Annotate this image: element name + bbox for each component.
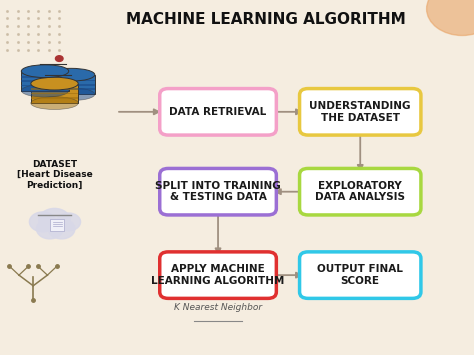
- Ellipse shape: [21, 65, 69, 77]
- Text: K Nearest Neighbor: K Nearest Neighbor: [174, 302, 262, 312]
- Bar: [31, 88, 78, 90]
- Bar: [47, 80, 95, 81]
- FancyBboxPatch shape: [21, 71, 69, 91]
- FancyBboxPatch shape: [300, 88, 421, 135]
- Circle shape: [39, 208, 70, 232]
- Text: MACHINE LEARNING ALGORITHM: MACHINE LEARNING ALGORITHM: [126, 12, 405, 27]
- Circle shape: [48, 219, 75, 239]
- Bar: [47, 88, 95, 90]
- Text: SPLIT INTO TRAINING
& TESTING DATA: SPLIT INTO TRAINING & TESTING DATA: [155, 181, 281, 202]
- Circle shape: [29, 212, 56, 232]
- Bar: [47, 84, 95, 86]
- Circle shape: [427, 0, 474, 36]
- Ellipse shape: [31, 97, 78, 109]
- Text: EXPLORATORY
DATA ANALYSIS: EXPLORATORY DATA ANALYSIS: [315, 181, 405, 202]
- Circle shape: [55, 56, 63, 61]
- Text: UNDERSTANDING
THE DATASET: UNDERSTANDING THE DATASET: [310, 101, 411, 122]
- FancyBboxPatch shape: [50, 219, 64, 231]
- Ellipse shape: [21, 84, 69, 97]
- FancyBboxPatch shape: [31, 83, 78, 103]
- Text: APPLY MACHINE
LEARNING ALGORITHM: APPLY MACHINE LEARNING ALGORITHM: [151, 264, 285, 286]
- FancyBboxPatch shape: [160, 88, 276, 135]
- Text: OUTPUT FINAL
SCORE: OUTPUT FINAL SCORE: [317, 264, 403, 286]
- Bar: [31, 93, 78, 94]
- Circle shape: [57, 213, 81, 231]
- Circle shape: [36, 219, 63, 239]
- Bar: [31, 97, 78, 99]
- Ellipse shape: [31, 77, 78, 90]
- FancyBboxPatch shape: [300, 252, 421, 298]
- Ellipse shape: [47, 88, 95, 100]
- FancyBboxPatch shape: [160, 168, 276, 215]
- FancyBboxPatch shape: [160, 252, 276, 298]
- FancyBboxPatch shape: [47, 75, 95, 94]
- FancyBboxPatch shape: [300, 168, 421, 215]
- Bar: [21, 76, 69, 78]
- Text: DATA RETRIEVAL: DATA RETRIEVAL: [169, 107, 267, 117]
- Ellipse shape: [47, 68, 95, 81]
- Bar: [21, 80, 69, 82]
- Bar: [21, 85, 69, 86]
- Text: DATASET
[Heart Disease
Prediction]: DATASET [Heart Disease Prediction]: [17, 160, 92, 190]
